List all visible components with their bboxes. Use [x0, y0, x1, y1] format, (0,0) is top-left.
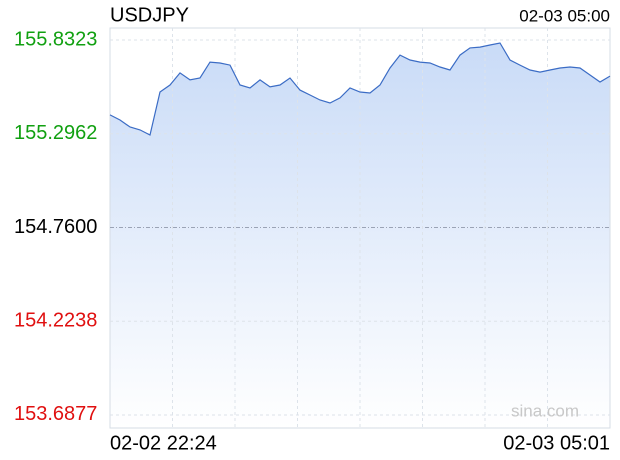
y-tick-label: 154.2238	[14, 309, 97, 331]
y-tick-label: 154.7600	[14, 216, 97, 238]
x-tick-label: 02-02 22:24	[110, 432, 217, 454]
y-tick-label: 153.6877	[14, 403, 97, 425]
vertical-grid	[172, 28, 548, 428]
price-line	[109, 42, 611, 136]
chart-title: USDJPY	[110, 4, 189, 26]
y-tick-label: 155.8323	[14, 28, 97, 50]
timestamp: 02-03 05:00	[519, 6, 610, 25]
x-tick-label: 02-03 05:01	[503, 432, 610, 454]
watermark: sina.com	[511, 401, 579, 420]
y-tick-label: 155.2962	[14, 122, 97, 144]
area-fill	[110, 43, 610, 428]
